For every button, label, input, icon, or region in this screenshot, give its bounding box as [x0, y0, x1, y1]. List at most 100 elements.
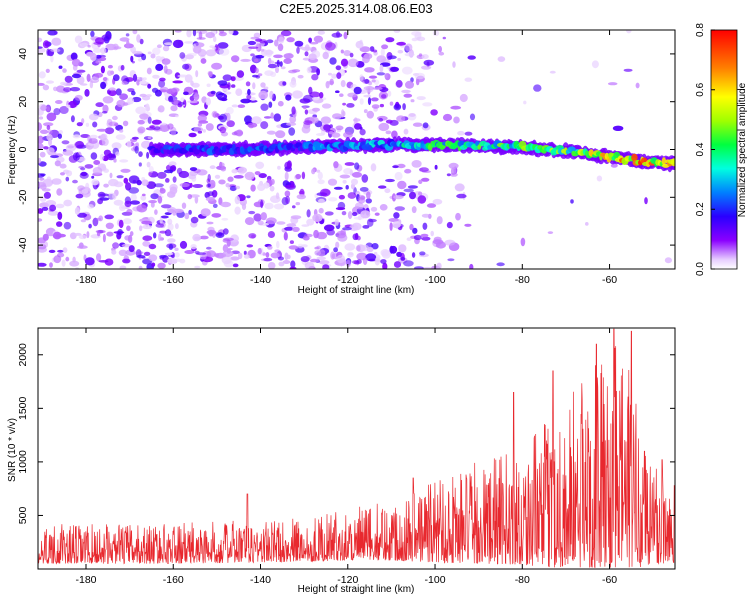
noise-blob	[303, 106, 307, 110]
noise-blob	[286, 160, 292, 169]
noise-blob	[103, 149, 111, 156]
noise-blob	[333, 247, 338, 253]
noise-blob	[345, 259, 351, 268]
noise-blob	[292, 205, 296, 209]
noise-blob	[326, 229, 336, 236]
noise-blob	[320, 188, 331, 197]
noise-blob	[448, 162, 459, 169]
noise-blob	[234, 206, 241, 215]
noise-blob	[612, 125, 624, 131]
noise-blob	[174, 252, 180, 258]
noise-blob	[250, 96, 256, 101]
noise-blob	[324, 211, 334, 216]
noise-blob	[273, 54, 283, 59]
noise-blob	[47, 129, 53, 135]
noise-blob	[148, 254, 158, 262]
noise-blob	[270, 60, 275, 64]
noise-blob	[585, 222, 589, 226]
noise-blob	[104, 127, 115, 135]
noise-blob	[274, 249, 281, 253]
noise-blob	[344, 162, 355, 166]
noise-blob	[260, 121, 269, 130]
x-tick-label: -180	[75, 574, 96, 586]
noise-blob	[408, 113, 416, 117]
noise-blob	[210, 90, 216, 95]
noise-blob	[331, 73, 337, 79]
noise-blob	[147, 51, 152, 55]
noise-blob	[402, 103, 406, 111]
noise-blob	[374, 257, 380, 266]
noise-blob	[212, 203, 218, 208]
noise-blob	[351, 171, 363, 178]
noise-blob	[168, 95, 174, 103]
noise-blob	[370, 206, 378, 212]
noise-blob	[340, 109, 345, 118]
noise-blob	[184, 250, 195, 254]
noise-blob	[96, 253, 102, 262]
noise-blob	[414, 72, 425, 80]
noise-blob	[177, 104, 183, 108]
noise-blob	[248, 210, 256, 215]
noise-blob	[235, 129, 243, 137]
noise-blob	[267, 63, 278, 69]
noise-blob	[292, 90, 303, 99]
noise-blob	[467, 55, 476, 60]
noise-blob	[42, 84, 50, 91]
noise-blob	[240, 98, 251, 104]
noise-blob	[154, 209, 158, 215]
noise-blob	[139, 80, 148, 85]
noise-blob	[245, 81, 251, 87]
noise-blob	[264, 70, 274, 76]
y-tick-label: 1500	[17, 396, 29, 420]
noise-blob	[393, 30, 401, 33]
noise-blob	[279, 61, 283, 67]
noise-blob	[79, 42, 88, 47]
noise-blob	[416, 36, 426, 42]
noise-blob	[175, 114, 179, 118]
noise-blob	[194, 265, 201, 269]
noise-blob	[75, 140, 85, 149]
noise-blob	[88, 137, 98, 144]
noise-blob	[343, 31, 348, 40]
x-tick-label: -100	[425, 574, 446, 586]
noise-blob	[406, 237, 412, 241]
noise-blob	[142, 77, 147, 81]
colorbar: 0.0 0.2 0.4 0.6 0.8 Normalized spectral ampl…	[695, 23, 748, 276]
noise-blob	[359, 128, 366, 136]
noise-blob	[136, 204, 148, 213]
noise-blob	[361, 174, 369, 183]
noise-blob	[47, 210, 59, 216]
noise-blob	[357, 197, 366, 204]
noise-blob	[108, 87, 116, 92]
noise-blob	[353, 216, 365, 220]
noise-blob	[411, 31, 422, 36]
noise-blob	[419, 167, 429, 172]
noise-blob	[390, 245, 398, 254]
noise-blob	[288, 127, 296, 136]
noise-blob	[263, 182, 270, 189]
noise-blob	[382, 262, 388, 269]
noise-blob	[38, 82, 45, 86]
noise-blob	[379, 64, 384, 73]
noise-blob	[263, 86, 269, 90]
noise-blob	[199, 235, 209, 240]
noise-blob	[153, 232, 157, 239]
noise-blob	[347, 211, 353, 220]
noise-blob	[65, 256, 70, 262]
noise-blob	[464, 77, 473, 82]
noise-blob	[148, 200, 158, 204]
noise-blob	[378, 91, 388, 100]
noise-blob	[266, 130, 276, 135]
noise-blob	[275, 66, 279, 74]
y-tick-label: 40	[17, 48, 29, 60]
noise-blob	[296, 46, 300, 54]
noise-blob	[274, 39, 279, 47]
noise-blob	[343, 131, 353, 139]
noise-blob	[140, 194, 147, 201]
x-tick-label: -180	[75, 274, 96, 286]
noise-blob	[342, 102, 346, 106]
noise-blob	[248, 46, 259, 49]
noise-blob	[165, 178, 170, 183]
noise-blob	[237, 104, 246, 108]
noise-blob	[103, 168, 109, 173]
